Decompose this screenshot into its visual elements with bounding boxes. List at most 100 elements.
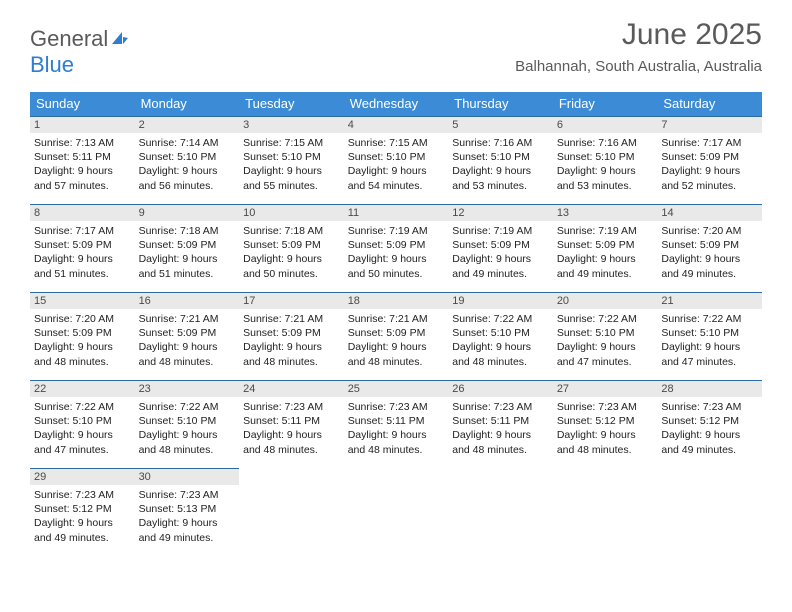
calendar-cell: 30Sunrise: 7:23 AMSunset: 5:13 PMDayligh… [135,468,240,556]
day-number: 9 [135,204,240,221]
calendar-cell: 15Sunrise: 7:20 AMSunset: 5:09 PMDayligh… [30,292,135,380]
calendar-row: 22Sunrise: 7:22 AMSunset: 5:10 PMDayligh… [30,380,762,468]
calendar-cell: 20Sunrise: 7:22 AMSunset: 5:10 PMDayligh… [553,292,658,380]
day-details: Sunrise: 7:22 AMSunset: 5:10 PMDaylight:… [448,309,553,373]
calendar-cell [657,468,762,556]
logo-text: General Blue [30,26,130,78]
calendar-cell: 2Sunrise: 7:14 AMSunset: 5:10 PMDaylight… [135,116,240,204]
day-number: 12 [448,204,553,221]
calendar-cell: 16Sunrise: 7:21 AMSunset: 5:09 PMDayligh… [135,292,240,380]
day-number: 26 [448,380,553,397]
day-details: Sunrise: 7:18 AMSunset: 5:09 PMDaylight:… [239,221,344,285]
logo-blue: Blue [30,52,74,77]
day-number: 30 [135,468,240,485]
day-details: Sunrise: 7:18 AMSunset: 5:09 PMDaylight:… [135,221,240,285]
logo-general: General [30,26,108,51]
calendar-row: 29Sunrise: 7:23 AMSunset: 5:12 PMDayligh… [30,468,762,556]
day-number: 17 [239,292,344,309]
header: General Blue June 2025 Balhannah, South … [0,0,792,78]
day-details: Sunrise: 7:20 AMSunset: 5:09 PMDaylight:… [30,309,135,373]
calendar-cell: 11Sunrise: 7:19 AMSunset: 5:09 PMDayligh… [344,204,449,292]
calendar-cell: 12Sunrise: 7:19 AMSunset: 5:09 PMDayligh… [448,204,553,292]
logo: General Blue [30,18,130,78]
calendar-cell: 8Sunrise: 7:17 AMSunset: 5:09 PMDaylight… [30,204,135,292]
weekday-header-row: Sunday Monday Tuesday Wednesday Thursday… [30,92,762,116]
logo-sail-icon [110,30,130,51]
day-details: Sunrise: 7:13 AMSunset: 5:11 PMDaylight:… [30,133,135,197]
calendar-cell: 17Sunrise: 7:21 AMSunset: 5:09 PMDayligh… [239,292,344,380]
calendar-cell: 28Sunrise: 7:23 AMSunset: 5:12 PMDayligh… [657,380,762,468]
calendar-row: 8Sunrise: 7:17 AMSunset: 5:09 PMDaylight… [30,204,762,292]
day-details: Sunrise: 7:19 AMSunset: 5:09 PMDaylight:… [553,221,658,285]
day-details: Sunrise: 7:19 AMSunset: 5:09 PMDaylight:… [448,221,553,285]
day-details: Sunrise: 7:21 AMSunset: 5:09 PMDaylight:… [239,309,344,373]
day-number: 15 [30,292,135,309]
day-number: 1 [30,116,135,133]
weekday-head: Friday [553,92,658,116]
day-number: 14 [657,204,762,221]
day-details: Sunrise: 7:23 AMSunset: 5:11 PMDaylight:… [448,397,553,461]
day-number: 11 [344,204,449,221]
day-number: 24 [239,380,344,397]
day-details: Sunrise: 7:23 AMSunset: 5:11 PMDaylight:… [344,397,449,461]
calendar-cell: 22Sunrise: 7:22 AMSunset: 5:10 PMDayligh… [30,380,135,468]
weekday-head: Thursday [448,92,553,116]
calendar-cell: 13Sunrise: 7:19 AMSunset: 5:09 PMDayligh… [553,204,658,292]
day-number: 13 [553,204,658,221]
day-details: Sunrise: 7:22 AMSunset: 5:10 PMDaylight:… [657,309,762,373]
calendar-row: 15Sunrise: 7:20 AMSunset: 5:09 PMDayligh… [30,292,762,380]
calendar-cell: 7Sunrise: 7:17 AMSunset: 5:09 PMDaylight… [657,116,762,204]
day-details: Sunrise: 7:23 AMSunset: 5:12 PMDaylight:… [657,397,762,461]
calendar-cell [344,468,449,556]
day-details: Sunrise: 7:22 AMSunset: 5:10 PMDaylight:… [553,309,658,373]
day-number: 5 [448,116,553,133]
calendar-cell: 21Sunrise: 7:22 AMSunset: 5:10 PMDayligh… [657,292,762,380]
day-number: 16 [135,292,240,309]
day-details: Sunrise: 7:16 AMSunset: 5:10 PMDaylight:… [448,133,553,197]
day-number: 2 [135,116,240,133]
day-number: 22 [30,380,135,397]
calendar-cell: 25Sunrise: 7:23 AMSunset: 5:11 PMDayligh… [344,380,449,468]
calendar-cell: 1Sunrise: 7:13 AMSunset: 5:11 PMDaylight… [30,116,135,204]
day-number: 8 [30,204,135,221]
month-title: June 2025 [515,18,762,52]
calendar-cell: 19Sunrise: 7:22 AMSunset: 5:10 PMDayligh… [448,292,553,380]
day-details: Sunrise: 7:16 AMSunset: 5:10 PMDaylight:… [553,133,658,197]
calendar-cell: 14Sunrise: 7:20 AMSunset: 5:09 PMDayligh… [657,204,762,292]
weekday-head: Monday [135,92,240,116]
weekday-head: Sunday [30,92,135,116]
calendar-cell: 24Sunrise: 7:23 AMSunset: 5:11 PMDayligh… [239,380,344,468]
day-number: 29 [30,468,135,485]
day-details: Sunrise: 7:17 AMSunset: 5:09 PMDaylight:… [30,221,135,285]
day-details: Sunrise: 7:23 AMSunset: 5:13 PMDaylight:… [135,485,240,549]
day-number: 7 [657,116,762,133]
calendar-cell: 10Sunrise: 7:18 AMSunset: 5:09 PMDayligh… [239,204,344,292]
day-number: 18 [344,292,449,309]
calendar-cell [553,468,658,556]
day-details: Sunrise: 7:22 AMSunset: 5:10 PMDaylight:… [135,397,240,461]
day-number: 25 [344,380,449,397]
day-details: Sunrise: 7:15 AMSunset: 5:10 PMDaylight:… [239,133,344,197]
day-details: Sunrise: 7:20 AMSunset: 5:09 PMDaylight:… [657,221,762,285]
day-details: Sunrise: 7:23 AMSunset: 5:12 PMDaylight:… [553,397,658,461]
day-details: Sunrise: 7:17 AMSunset: 5:09 PMDaylight:… [657,133,762,197]
calendar-cell: 5Sunrise: 7:16 AMSunset: 5:10 PMDaylight… [448,116,553,204]
weekday-head: Saturday [657,92,762,116]
calendar-row: 1Sunrise: 7:13 AMSunset: 5:11 PMDaylight… [30,116,762,204]
day-details: Sunrise: 7:22 AMSunset: 5:10 PMDaylight:… [30,397,135,461]
day-number: 23 [135,380,240,397]
day-details: Sunrise: 7:19 AMSunset: 5:09 PMDaylight:… [344,221,449,285]
day-number: 3 [239,116,344,133]
calendar-cell: 9Sunrise: 7:18 AMSunset: 5:09 PMDaylight… [135,204,240,292]
weekday-head: Wednesday [344,92,449,116]
calendar-cell [448,468,553,556]
calendar-cell [239,468,344,556]
location: Balhannah, South Australia, Australia [515,58,762,75]
day-number: 19 [448,292,553,309]
calendar-cell: 29Sunrise: 7:23 AMSunset: 5:12 PMDayligh… [30,468,135,556]
day-number: 27 [553,380,658,397]
calendar-cell: 3Sunrise: 7:15 AMSunset: 5:10 PMDaylight… [239,116,344,204]
calendar-cell: 6Sunrise: 7:16 AMSunset: 5:10 PMDaylight… [553,116,658,204]
calendar-cell: 26Sunrise: 7:23 AMSunset: 5:11 PMDayligh… [448,380,553,468]
calendar-cell: 27Sunrise: 7:23 AMSunset: 5:12 PMDayligh… [553,380,658,468]
